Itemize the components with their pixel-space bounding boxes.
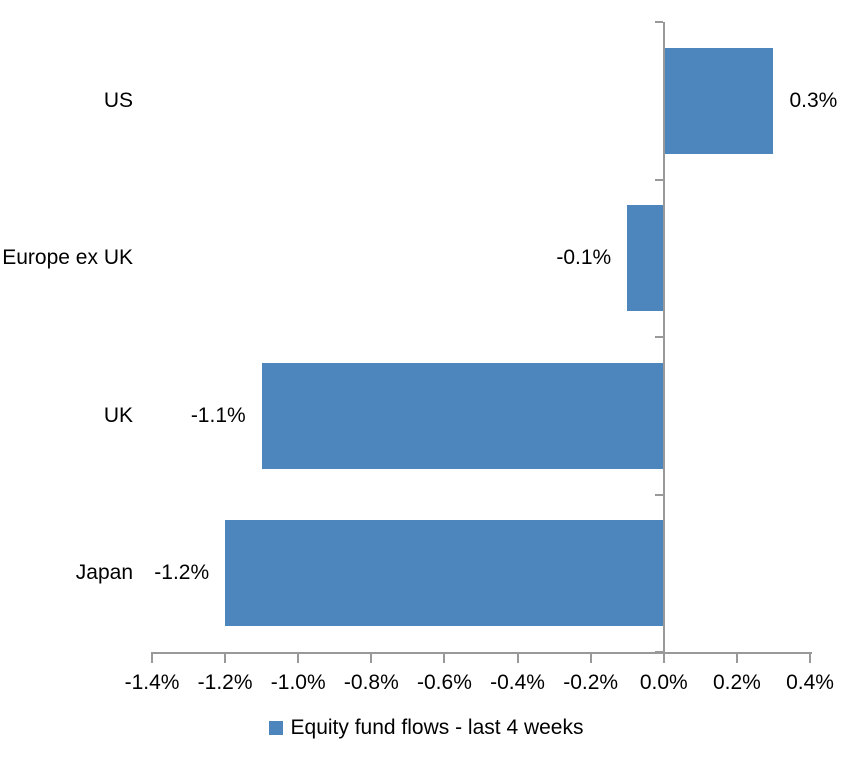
x-tick-label: 0.0%	[639, 671, 688, 694]
x-axis-tick	[370, 652, 373, 663]
x-axis-tick	[151, 652, 153, 663]
value-label-uk: -1.1%	[190, 403, 246, 427]
value-label-europe-ex-uk: -0.1%	[556, 246, 612, 270]
category-label-europe-ex-uk: Europe ex UK	[2, 246, 133, 270]
category-axis-tick	[654, 336, 663, 338]
legend-swatch-icon	[268, 721, 283, 735]
x-tick-label: -1.2%	[197, 671, 253, 694]
legend-label: Equity fund flows - last 4 weeks	[290, 716, 584, 739]
x-axis-tick	[297, 652, 300, 663]
x-axis-tick	[443, 652, 446, 663]
x-axis-tick	[516, 652, 519, 663]
x-tick-label: -1.0%	[270, 671, 326, 694]
x-tick-label: -0.8%	[343, 671, 399, 694]
x-tick-label: 0.2%	[712, 671, 761, 694]
x-axis-tick	[589, 652, 592, 663]
bar-uk	[261, 362, 664, 469]
x-axis-tick	[224, 652, 227, 663]
category-label-uk: UK	[103, 403, 133, 427]
category-axis-tick	[654, 21, 663, 23]
legend: Equity fund flows - last 4 weeks	[0, 716, 852, 740]
bar-europe-ex-uk	[627, 205, 664, 312]
x-tick-label: -1.4%	[124, 671, 180, 694]
category-label-japan: Japan	[75, 561, 133, 585]
value-label-japan: -1.2%	[154, 561, 210, 585]
category-axis-tick	[654, 493, 663, 496]
bar-japan	[225, 520, 664, 627]
x-tick-label: 0.4%	[786, 671, 834, 694]
x-tick-label: -0.6%	[417, 671, 472, 694]
x-tick-label: -0.4%	[490, 671, 545, 694]
category-axis-line	[662, 22, 665, 661]
x-axis-tick	[735, 652, 738, 663]
x-axis-tick	[809, 652, 811, 663]
category-label-us: US	[103, 88, 133, 112]
x-axis-line	[152, 652, 812, 654]
x-tick-label: -0.2%	[563, 671, 619, 694]
value-label-us: 0.3%	[789, 88, 838, 112]
bar-us	[663, 47, 774, 154]
category-axis-tick	[654, 178, 663, 181]
category-axis-tick	[654, 651, 663, 653]
